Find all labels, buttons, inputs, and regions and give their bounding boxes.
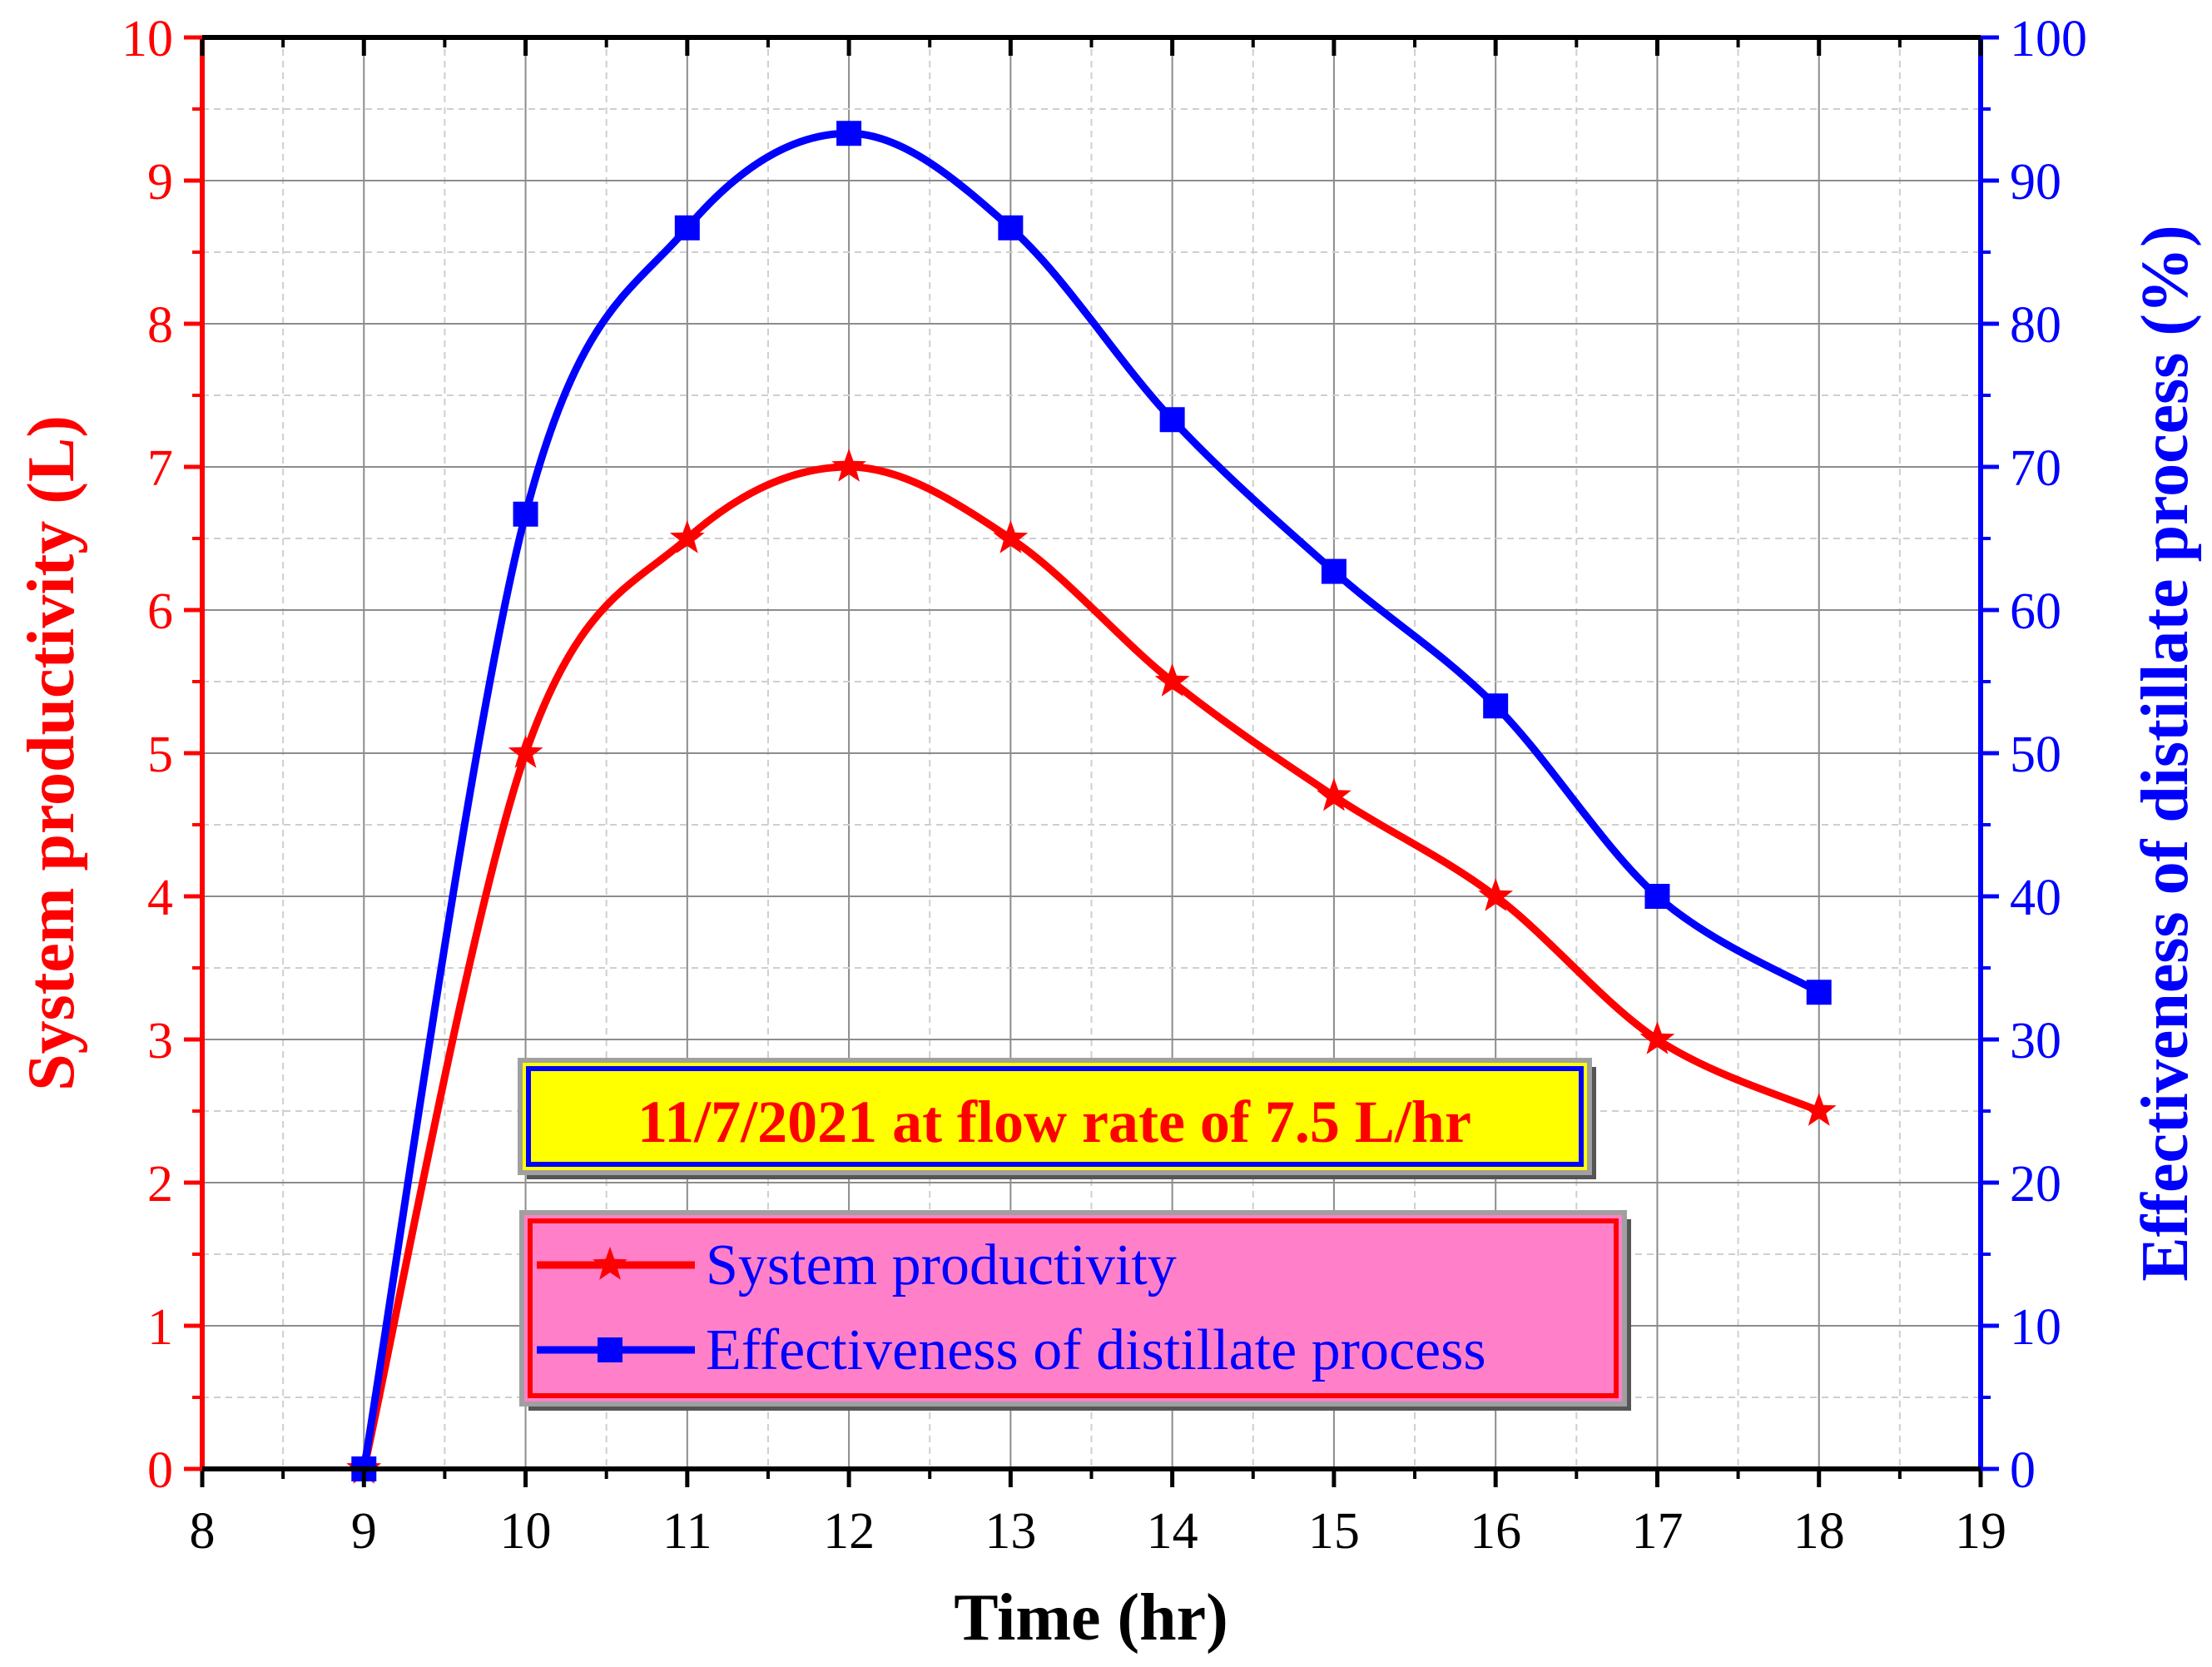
legend-label-effectiveness: Effectiveness of distillate process	[706, 1318, 1486, 1382]
x-tick-label: 13	[984, 1503, 1036, 1560]
x-tick-label: 9	[351, 1503, 377, 1560]
y-right-tick-label: 40	[2010, 870, 2061, 926]
point-effectiveness	[1321, 558, 1347, 584]
y-left-tick-label: 6	[147, 583, 173, 640]
point-productivity	[1154, 663, 1190, 697]
series-line-productivity	[360, 463, 1821, 1470]
point-productivity	[1478, 878, 1514, 911]
y-left-tick-label: 8	[147, 297, 173, 354]
ticks: 8 9 10 11 12 13 14 15 16 17 18 19012345678910010203…	[122, 11, 2087, 1560]
point-effectiveness	[836, 121, 862, 146]
y-right-tick-label: 60	[2010, 583, 2061, 640]
x-axis-label: Time (hr)	[954, 1581, 1228, 1655]
x-tick-label: 15	[1308, 1503, 1360, 1560]
y-axis-label-right: Effectiveness of distillate process (%)	[2129, 225, 2202, 1281]
x-tick-label: 11	[662, 1503, 712, 1560]
legend-label-productivity: System productivity	[706, 1233, 1177, 1297]
legend-star-shape	[593, 1247, 627, 1280]
point-effectiveness	[513, 501, 538, 527]
legend-marker-star	[593, 1247, 627, 1280]
annotation-box: 11/7/2021 at flow rate of 7.5 L/hr	[518, 1058, 1596, 1179]
point-effectiveness	[1159, 407, 1185, 433]
legend: System productivity Effectiveness of dis…	[519, 1210, 1631, 1411]
y-right-tick-label: 90	[2010, 154, 2061, 211]
point-productivity	[669, 520, 705, 553]
point-productivity	[1639, 1021, 1675, 1054]
x-tick-label: 19	[1955, 1503, 2006, 1560]
x-tick-label: 16	[1470, 1503, 1521, 1560]
x-tick-label: 17	[1631, 1503, 1683, 1560]
point-productivity	[508, 735, 543, 768]
y-right-tick-label: 0	[2010, 1442, 2036, 1499]
point-productivity	[1317, 777, 1352, 811]
legend-marker-square	[598, 1337, 622, 1362]
point-effectiveness	[1483, 693, 1509, 719]
y-left-tick-label: 9	[147, 154, 173, 211]
y-left-tick-label: 3	[147, 1013, 173, 1069]
y-left-tick-label: 10	[122, 11, 173, 67]
y-left-tick-label: 5	[147, 727, 173, 783]
point-effectiveness	[1806, 980, 1832, 1005]
point-effectiveness	[998, 215, 1024, 241]
point-effectiveness	[674, 215, 700, 241]
y-right-tick-label: 50	[2010, 727, 2061, 783]
y-right-tick-label: 10	[2010, 1299, 2061, 1356]
y-right-tick-label: 20	[2010, 1156, 2061, 1213]
point-effectiveness	[1644, 884, 1670, 909]
x-tick-label: 18	[1793, 1503, 1845, 1560]
annotation-text: 11/7/2021 at flow rate of 7.5 L/hr	[637, 1089, 1471, 1155]
x-tick-label: 8	[190, 1503, 216, 1560]
y-left-tick-label: 1	[147, 1299, 173, 1356]
point-productivity	[993, 520, 1029, 553]
point-productivity	[831, 449, 866, 482]
y-left-tick-label: 2	[147, 1156, 173, 1213]
y-left-tick-label: 7	[147, 440, 173, 497]
y-right-tick-label: 80	[2010, 297, 2061, 354]
y-left-tick-label: 0	[147, 1442, 173, 1499]
x-tick-label: 14	[1147, 1503, 1198, 1560]
point-productivity	[1801, 1093, 1837, 1126]
y-left-tick-label: 4	[147, 870, 173, 926]
x-tick-label: 10	[500, 1503, 552, 1560]
y-right-tick-label: 100	[2010, 11, 2087, 67]
y-right-tick-label: 30	[2010, 1013, 2061, 1069]
x-tick-label: 12	[823, 1503, 875, 1560]
y-axis-label-left: System productivity (L)	[15, 415, 88, 1091]
y-right-tick-label: 70	[2010, 440, 2061, 497]
